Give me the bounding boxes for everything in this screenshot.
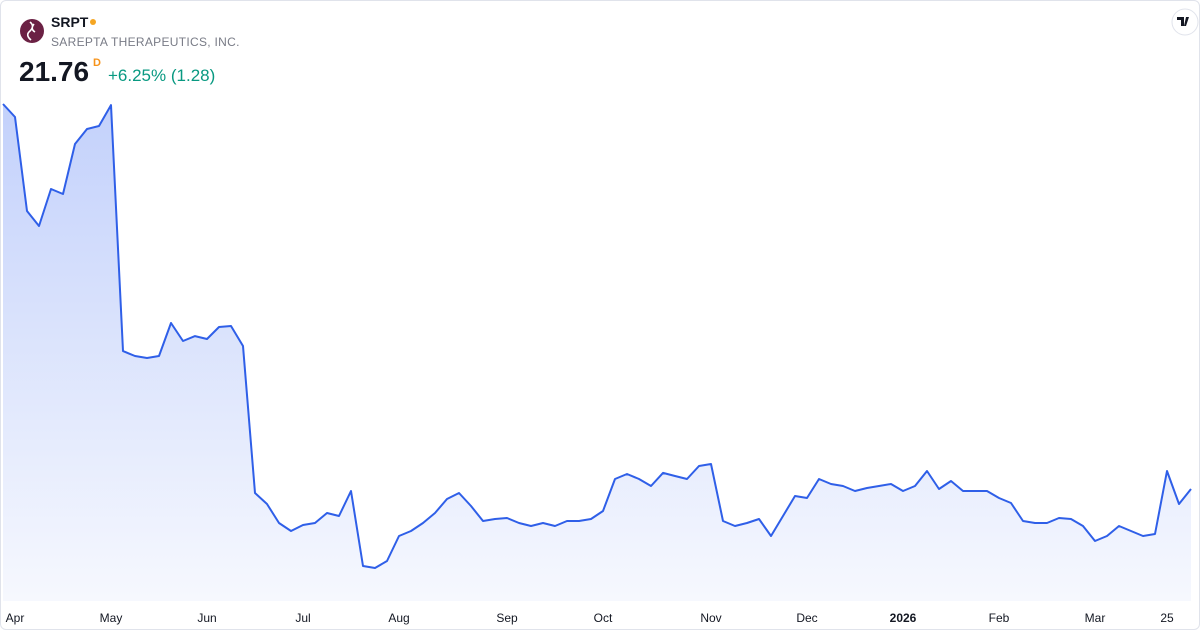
x-tick-label: Jul — [295, 611, 310, 625]
x-tick-label: Nov — [700, 611, 721, 625]
price: 21.76 — [19, 56, 89, 87]
x-tick-label: Oct — [594, 611, 613, 625]
x-tick-label: May — [100, 611, 123, 625]
x-tick-label: Jun — [197, 611, 216, 625]
x-tick-label: Aug — [388, 611, 409, 625]
logo-mark — [26, 21, 36, 41]
x-tick-label: Feb — [989, 611, 1010, 625]
tv-logo[interactable] — [1177, 17, 1189, 26]
status-dot — [90, 19, 96, 25]
company: SAREPTA THERAPEUTICS, INC. — [51, 35, 240, 49]
area-fill — [3, 104, 1191, 601]
x-tick-label: Apr — [6, 611, 25, 625]
x-tick-label: Mar — [1085, 611, 1106, 625]
x-tick-label: Sep — [496, 611, 518, 625]
interval: D — [93, 57, 101, 69]
x-tick-label: 25 — [1160, 611, 1174, 625]
symbol: SRPT — [51, 14, 89, 30]
x-tick-label: Dec — [796, 611, 817, 625]
price-line — [2, 103, 1192, 569]
logo — [20, 19, 44, 43]
x-tick-label: 2026 — [890, 611, 917, 625]
change: +6.25% (1.28) — [108, 66, 215, 85]
